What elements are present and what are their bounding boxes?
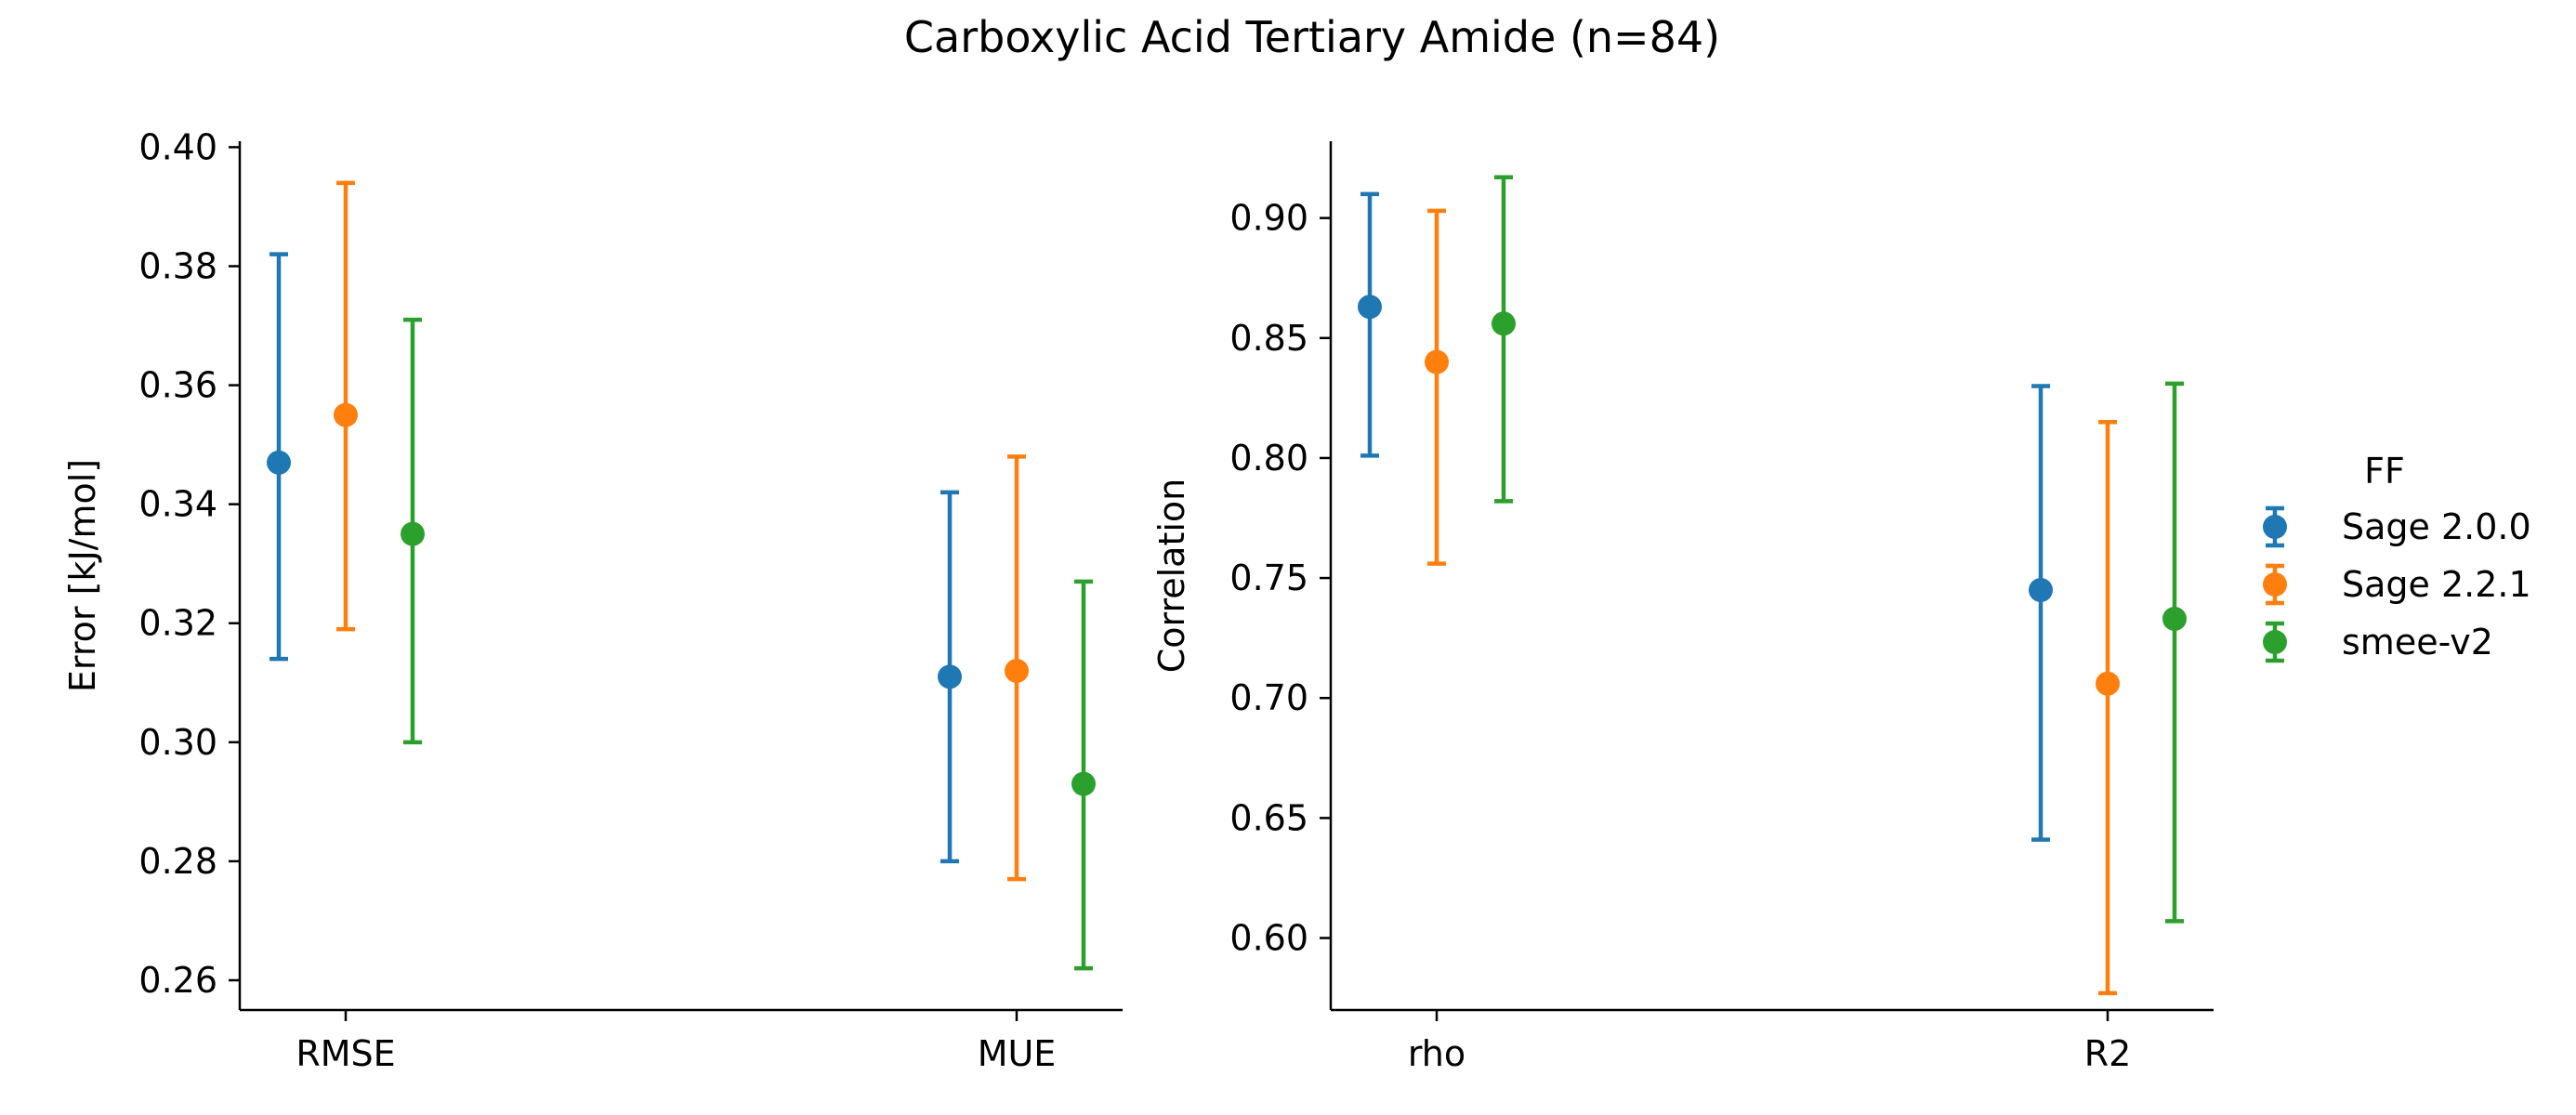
data-point [1071, 771, 1096, 796]
y-tick-label: 0.34 [138, 484, 217, 525]
y-tick-label: 0.26 [138, 960, 217, 1001]
legend-label: Sage 2.0.0 [2342, 506, 2531, 547]
legend-item-1: Sage 2.0.0 [2263, 505, 2531, 548]
chart-legend: FF Sage 2.0.0 Sage 2.2.1 smee-v2 [2263, 451, 2531, 663]
y-tick-label: 0.28 [138, 841, 217, 882]
data-point [1005, 658, 1029, 683]
y-axis-label: Correlation [1151, 479, 1192, 674]
series-sage-2-2-1 [1425, 208, 2120, 996]
data-point [2096, 671, 2120, 696]
y-tick-label: 0.38 [138, 245, 217, 286]
y-tick-label: 0.60 [1229, 918, 1308, 959]
series-smee-v2 [401, 317, 1096, 971]
figure-title: Carboxylic Acid Tertiary Amide (n=84) [904, 12, 1720, 62]
x-tick-label: R2 [2084, 1033, 2132, 1074]
y-tick-label: 0.85 [1229, 318, 1308, 359]
series-sage-2-0-0 [267, 252, 962, 864]
y-tick-label: 0.80 [1229, 438, 1308, 479]
x-tick-label: rho [1408, 1033, 1465, 1074]
y-tick-label: 0.70 [1229, 677, 1308, 718]
y-tick-label: 0.36 [138, 365, 217, 406]
series-sage-2-2-1 [334, 180, 1029, 882]
legend-label: smee-v2 [2342, 622, 2493, 662]
data-point [334, 402, 358, 427]
series-smee-v2 [1492, 175, 2187, 924]
data-point [938, 664, 962, 689]
y-tick-label: 0.65 [1229, 797, 1308, 838]
x-tick-label: RMSE [296, 1033, 395, 1074]
data-point [267, 450, 291, 475]
data-point [401, 521, 425, 546]
data-point [1492, 311, 1516, 336]
x-tick-label: MUE [978, 1033, 1057, 1074]
legend-item-2: Sage 2.2.1 [2263, 563, 2531, 606]
legend-label: Sage 2.2.1 [2342, 564, 2531, 605]
y-axis-label: Error [kJ/mol] [62, 459, 103, 692]
y-tick-label: 0.90 [1229, 198, 1308, 239]
legend-marker [2263, 572, 2287, 597]
chart-panel-1: 0.26 0.28 0.30 0.32 0.34 0.36 0.38 0.40 Error [k… [62, 126, 1123, 1074]
y-tick-label: 0.75 [1229, 558, 1308, 598]
series-sage-2-0-0 [1358, 191, 2053, 842]
data-point [1358, 295, 1382, 320]
data-point [2162, 606, 2187, 631]
y-tick-label: 0.40 [138, 126, 217, 167]
legend-marker [2263, 630, 2287, 654]
data-point [2029, 577, 2053, 602]
legend-marker [2263, 515, 2287, 539]
chart-panels: 0.26 0.28 0.30 0.32 0.34 0.36 0.38 0.40 Error [k… [62, 126, 2214, 1074]
y-tick-label: 0.32 [138, 603, 217, 644]
legend-title: FF [2364, 451, 2405, 492]
data-point [1425, 349, 1449, 374]
y-tick-label: 0.30 [138, 722, 217, 763]
chart-panel-2: 0.60 0.65 0.70 0.75 0.80 0.85 0.90 Correlation r… [1151, 141, 2214, 1074]
legend-item-3: smee-v2 [2263, 621, 2493, 663]
